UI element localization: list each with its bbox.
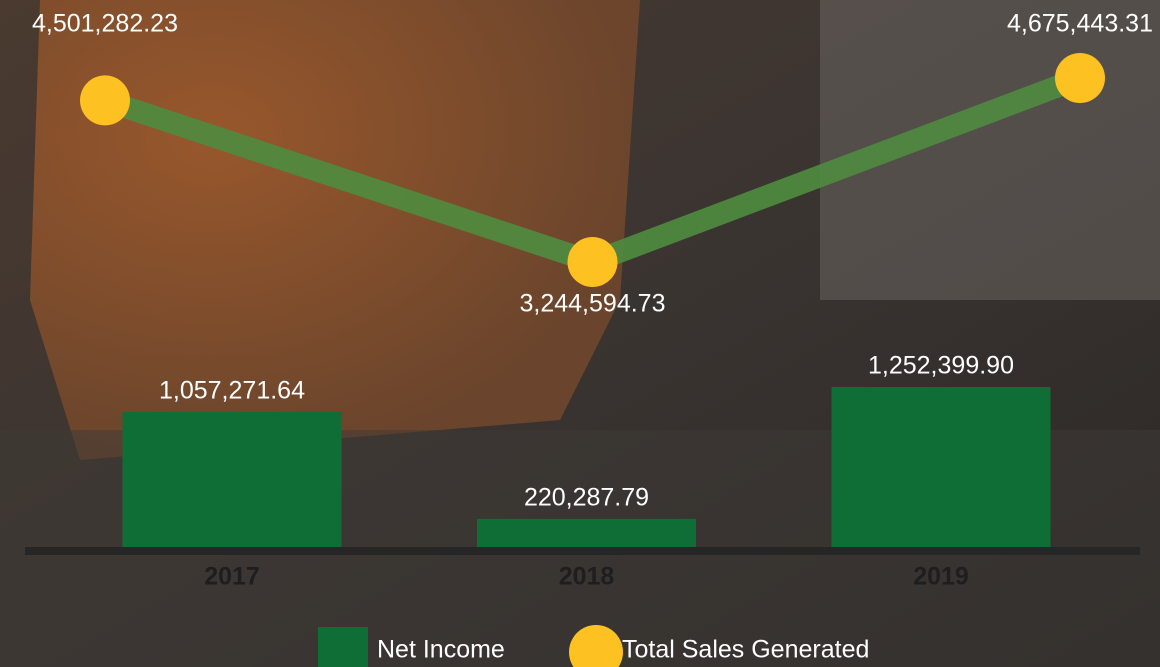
- legend-label: Total Sales Generated: [622, 636, 869, 664]
- bar: [477, 518, 696, 547]
- x-tick-label: 2018: [559, 563, 615, 591]
- bar: [831, 387, 1051, 547]
- line-point: [80, 75, 130, 126]
- background-shape: [30, 0, 640, 460]
- x-tick-label: 2017: [204, 563, 260, 591]
- data-label: 1,252,399.90: [868, 352, 1014, 380]
- line-point: [567, 237, 618, 287]
- line-point: [1055, 53, 1105, 103]
- plot: 1,057,271.64 2017 220,287.79 2018 1,252,399.…: [32, 10, 1153, 591]
- data-label: 4,501,282.23: [32, 10, 178, 38]
- legend: Net Income Total Sales Generated: [318, 625, 869, 667]
- data-label: 1,057,271.64: [159, 377, 305, 405]
- data-label: 4,675,443.31: [1007, 10, 1153, 38]
- data-label: 220,287.79: [524, 483, 649, 511]
- legend-swatch: [318, 627, 368, 667]
- data-label: 3,244,594.73: [520, 290, 666, 318]
- bar: [122, 411, 342, 547]
- x-tick-label: 2019: [913, 563, 969, 591]
- legend-swatch: [569, 625, 623, 667]
- legend-label: Net Income: [377, 636, 505, 664]
